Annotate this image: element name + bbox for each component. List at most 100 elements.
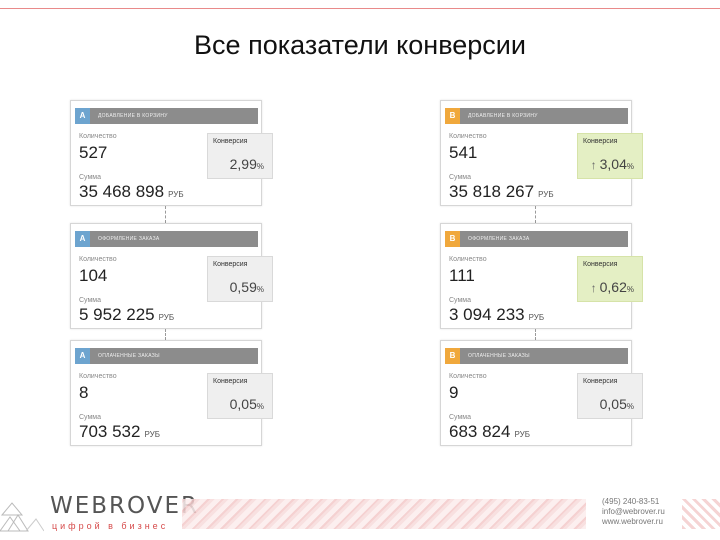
- count-value: 111: [449, 266, 475, 285]
- variant-badge: B: [445, 231, 460, 247]
- sum-label: Сумма: [449, 297, 471, 304]
- sum-line: 3 094 233 РУБ: [449, 305, 544, 325]
- funnel-connector: [165, 329, 166, 340]
- conversion-card: B Оплаченные заказы Количество 9 Сумма 6…: [440, 340, 643, 446]
- contact-phone: (495) 240-83-51: [602, 497, 660, 506]
- count-value: 8: [79, 383, 89, 402]
- currency-label: РУБ: [538, 190, 554, 199]
- count-label: Количество: [449, 256, 487, 263]
- conversion-value: 0,05: [229, 396, 257, 412]
- conversion-value-line: 0,05%: [600, 396, 634, 414]
- sum-line: 683 824 РУБ: [449, 422, 530, 442]
- conversion-title: Конверсия: [583, 378, 618, 385]
- count-value: 527: [79, 143, 108, 162]
- conversion-card: B Оформление заказа Количество 111 Сумма…: [440, 223, 643, 329]
- conversion-box: Конверсия 2,99%: [207, 133, 273, 179]
- sum-value: 703 532: [79, 422, 141, 441]
- count-label: Количество: [449, 373, 487, 380]
- card-header: A Оформление заказа: [75, 231, 258, 247]
- sum-line: 5 952 225 РУБ: [79, 305, 174, 325]
- funnel-connector: [535, 329, 536, 340]
- conversion-box: Конверсия 0,05%: [207, 373, 273, 419]
- sum-value: 683 824: [449, 422, 511, 441]
- conversion-value: 2,99: [229, 156, 257, 172]
- variant-badge: A: [75, 348, 90, 364]
- goal-label: Оформление заказа: [98, 236, 160, 242]
- contact-email: info@webrover.ru: [602, 507, 665, 516]
- conversion-card: A Добавление в корзину Количество 527 Су…: [70, 100, 273, 206]
- conversion-value: 0,62: [599, 279, 627, 295]
- percent-sign: %: [256, 162, 264, 171]
- count-value: 541: [449, 143, 478, 162]
- card-header: B Добавление в корзину: [445, 108, 628, 124]
- conversion-card: A Оформление заказа Количество 104 Сумма…: [70, 223, 273, 329]
- conversion-value: 3,04: [599, 156, 627, 172]
- sum-label: Сумма: [79, 414, 101, 421]
- up-arrow-icon: ↑: [590, 281, 597, 295]
- conversion-card: A Оплаченные заказы Количество 8 Сумма 7…: [70, 340, 273, 446]
- variant-badge: B: [445, 348, 460, 364]
- sum-value: 3 094 233: [449, 305, 525, 324]
- count-label: Количество: [79, 256, 117, 263]
- footer-ornament-right: [682, 499, 720, 529]
- count-label: Количество: [449, 133, 487, 140]
- conversion-box-winner: Конверсия ↑ 0,62%: [577, 256, 643, 302]
- sum-line: 35 818 267 РУБ: [449, 182, 554, 202]
- company-tagline: цифрой в бизнес: [52, 521, 169, 531]
- sum-value: 35 468 898: [79, 182, 165, 201]
- footer: WEBROVER цифрой в бизнес (495) 240-83-51…: [0, 493, 720, 540]
- conversion-title: Конверсия: [213, 261, 248, 268]
- percent-sign: %: [626, 285, 634, 294]
- conversion-box: Конверсия 0,05%: [577, 373, 643, 419]
- conversion-value: 0,05: [599, 396, 627, 412]
- count-value: 9: [449, 383, 459, 402]
- conversion-value-line: 2,99%: [230, 156, 264, 174]
- currency-label: РУБ: [144, 430, 160, 439]
- card-header: B Оформление заказа: [445, 231, 628, 247]
- currency-label: РУБ: [158, 313, 175, 322]
- percent-sign: %: [256, 402, 264, 411]
- currency-label: РУБ: [528, 313, 545, 322]
- goal-label: Добавление в корзину: [468, 113, 538, 119]
- footer-ornament-left: [0, 502, 44, 532]
- count-label: Количество: [79, 133, 117, 140]
- card-header: A Добавление в корзину: [75, 108, 258, 124]
- count-label: Количество: [79, 373, 117, 380]
- conversion-box: Конверсия 0,59%: [207, 256, 273, 302]
- count-value: 104: [79, 266, 108, 285]
- sum-line: 35 468 898 РУБ: [79, 182, 184, 202]
- currency-label: РУБ: [168, 190, 184, 199]
- top-divider: [0, 8, 720, 9]
- funnel-connector: [165, 206, 166, 223]
- sum-label: Сумма: [449, 174, 471, 181]
- conversion-value: 0,59: [229, 279, 257, 295]
- conversion-title: Конверсия: [213, 378, 248, 385]
- variant-badge: B: [445, 108, 460, 124]
- conversion-title: Конверсия: [583, 138, 618, 145]
- percent-sign: %: [626, 402, 634, 411]
- card-header: B Оплаченные заказы: [445, 348, 628, 364]
- funnel-connector: [535, 206, 536, 223]
- conversion-value-line: 0,59%: [230, 279, 264, 297]
- variant-badge: A: [75, 231, 90, 247]
- goal-label: Добавление в корзину: [98, 113, 168, 119]
- percent-sign: %: [256, 285, 264, 294]
- variant-badge: A: [75, 108, 90, 124]
- sum-label: Сумма: [449, 414, 471, 421]
- company-logo: WEBROVER: [50, 493, 199, 519]
- sum-value: 5 952 225: [79, 305, 155, 324]
- footer-ornament: [182, 499, 586, 529]
- conversion-value-line: ↑ 0,62%: [591, 279, 634, 297]
- page-title: Все показатели конверсии: [194, 30, 526, 60]
- conversion-title: Конверсия: [213, 138, 248, 145]
- conversion-value-line: ↑ 3,04%: [591, 156, 634, 174]
- conversion-box-winner: Конверсия ↑ 3,04%: [577, 133, 643, 179]
- goal-label: Оплаченные заказы: [98, 353, 160, 359]
- conversion-title: Конверсия: [583, 261, 618, 268]
- sum-value: 35 818 267: [449, 182, 535, 201]
- up-arrow-icon: ↑: [590, 158, 597, 172]
- conversion-value-line: 0,05%: [230, 396, 264, 414]
- goal-label: Оплаченные заказы: [468, 353, 530, 359]
- percent-sign: %: [626, 162, 634, 171]
- sum-label: Сумма: [79, 297, 101, 304]
